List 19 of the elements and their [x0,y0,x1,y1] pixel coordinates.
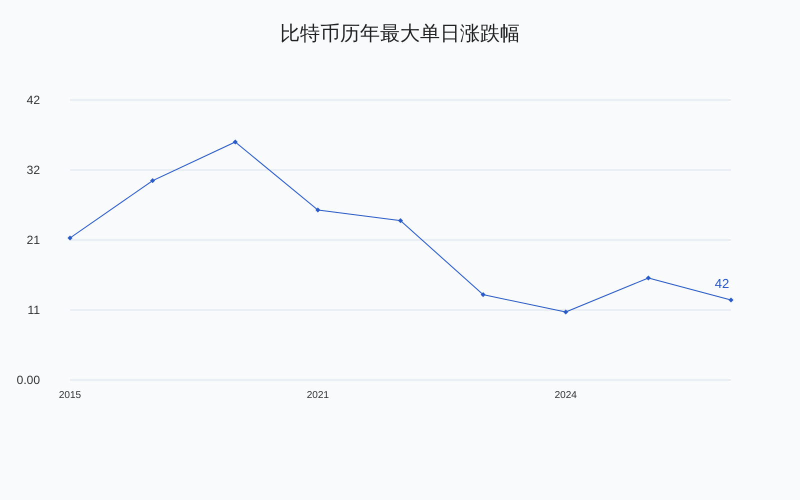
y-tick-label: 0.00 [16,373,40,387]
annotation: 42 [714,276,730,291]
x-tick-label: 2024 [554,390,578,401]
point [646,276,651,280]
point [480,292,486,298]
y-tick-label: 11 [28,303,40,317]
y-tick-label: 42 [26,93,40,107]
y-tick-label: 32 [26,163,40,177]
point [563,310,568,314]
point [232,140,238,144]
point [398,218,403,224]
y-tick-label: 21 [26,233,40,247]
x-tick-label: 2015 [58,390,82,401]
point [150,178,156,184]
x-tick-label: 2021 [306,390,330,401]
point [728,298,734,302]
point [68,236,72,240]
chart-title: 比特币历年最大单日涨跌幅 [280,23,520,45]
point [315,208,320,212]
